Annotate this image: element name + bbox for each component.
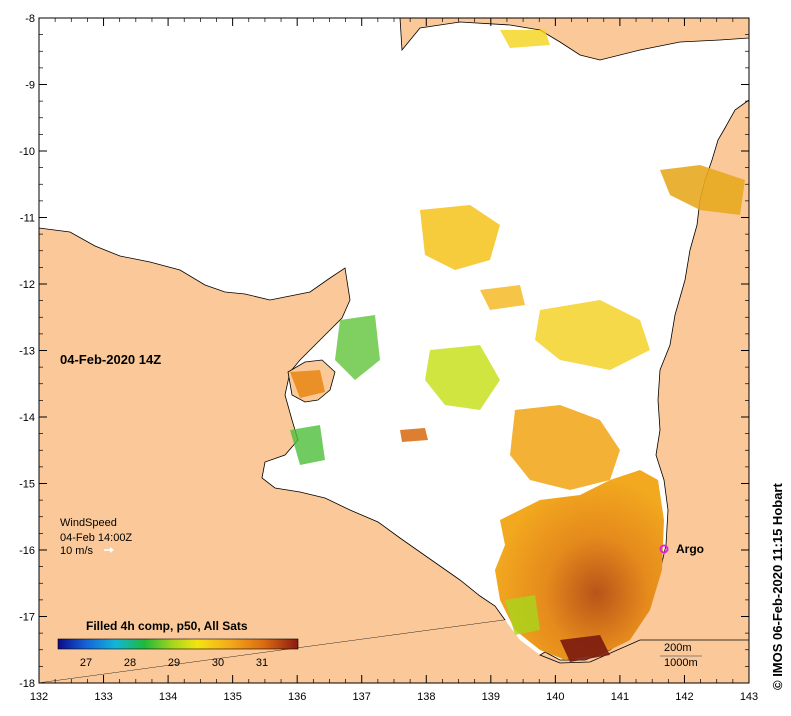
lon-tick-label: 139 [482,691,500,703]
lat-tick-label: -15 [19,479,35,491]
lat-tick-label: -9 [25,80,35,92]
lat-tick-label: -12 [19,279,35,291]
lat-tick-label: -8 [25,13,35,25]
latitude-axis: -8 -9 -10 -11 -12 -13 -14 -15 -16 -17 -18 [19,13,749,690]
wind-arrow-icon [104,547,114,553]
lon-tick-label: 137 [353,691,371,703]
colorbar-tick-label: 30 [212,657,224,669]
land-arnhem [39,227,506,683]
lon-tick-label: 138 [417,691,435,703]
wind-legend: WindSpeed 04-Feb 14:00Z 10 m/s [60,517,132,557]
colorbar-tick-label: 28 [124,657,136,669]
sst-patches [290,30,745,662]
colorbar-tick-label: 29 [168,657,180,669]
lon-tick-label: 140 [546,691,564,703]
colorbar-title: Filled 4h comp, p50, All Sats [86,619,248,633]
lon-tick-label: 133 [94,691,112,703]
credit-label: © IMOS 06-Feb-2020 11:15 Hobart [770,483,785,690]
lat-tick-label: -18 [19,678,35,690]
longitude-axis: 132 133 134 135 136 137 138 139 140 141 142 143 [30,18,758,703]
depth-legend: 200m 1000m [660,642,702,669]
argo-marker: Argo [659,542,704,556]
lat-tick-label: -11 [20,213,35,225]
lon-tick-label: 142 [675,691,693,703]
wind-time: 04-Feb 14:00Z [60,532,132,544]
argo-label: Argo [676,542,704,556]
lat-tick-label: -17 [19,612,35,624]
land-new-guinea [399,18,749,61]
argo-float-icon [659,544,669,554]
colorbar: Filled 4h comp, p50, All Sats 27 28 29 30 31 [57,619,299,669]
wind-title: WindSpeed [60,517,117,529]
colorbar-tick-label: 31 [256,657,268,669]
date-label: 04-Feb-2020 14Z [60,352,161,367]
lon-tick-label: 141 [611,691,629,703]
lon-tick-label: 136 [288,691,306,703]
lon-tick-label: 143 [740,691,758,703]
depth-200-label: 200m [664,642,692,654]
lon-tick-label: 132 [30,691,48,703]
depth-1000-label: 1000m [664,657,698,669]
lat-tick-label: -14 [19,412,35,424]
colorbar-tick-label: 27 [80,657,92,669]
lat-tick-label: -10 [19,146,35,158]
lat-tick-label: -13 [19,346,35,358]
lon-tick-label: 134 [159,691,177,703]
colorbar-gradient [57,638,299,650]
lat-tick-label: -16 [19,545,35,557]
wind-scale: 10 m/s [60,545,94,557]
lon-tick-label: 135 [223,691,241,703]
